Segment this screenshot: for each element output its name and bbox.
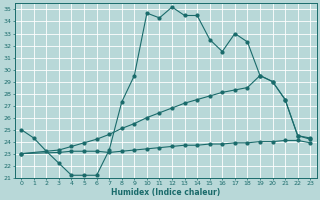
X-axis label: Humidex (Indice chaleur): Humidex (Indice chaleur) — [111, 188, 220, 197]
